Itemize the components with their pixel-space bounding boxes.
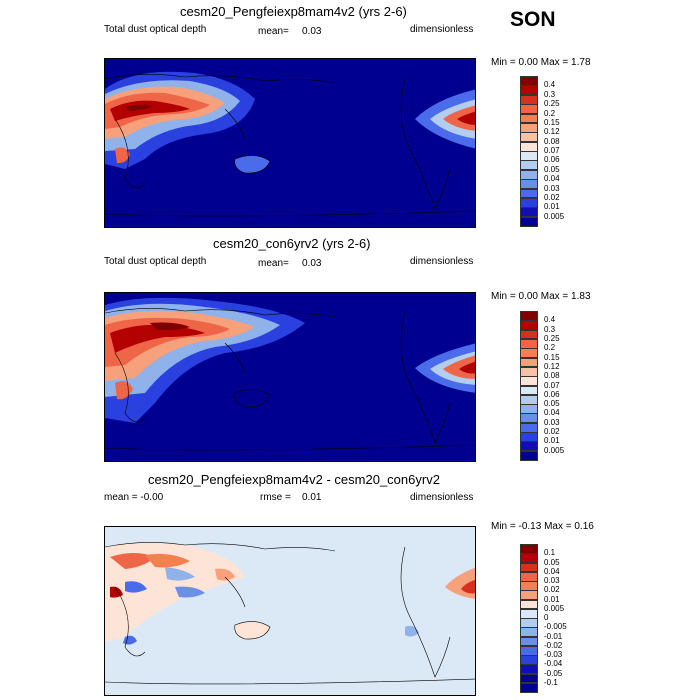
colorbar-label: 0.04	[544, 566, 560, 576]
colorbar-label: 0.4	[544, 315, 556, 325]
panel3-rmse-value: 0.01	[302, 492, 322, 503]
colorbar-label: -0.1	[544, 677, 558, 687]
panel1-colorbar: 0.4 0.3 0.25 0.2 0.15 0.12 0.08 0.07 0.06 0.05 0.0…	[520, 76, 564, 227]
panel1-map	[104, 58, 476, 228]
panel2-title: cesm20_con6yrv2 (yrs 2-6)	[213, 236, 371, 251]
colorbar-label: 0.01	[544, 436, 560, 446]
colorbar-label: 0.06	[544, 155, 560, 165]
colorbar-label: 0.03	[544, 576, 560, 585]
colorbar-label: 0.005	[544, 445, 565, 455]
panel2-mean-label: mean=	[258, 258, 289, 269]
colorbar-label: 0.2	[544, 108, 556, 118]
colorbar-label: 0.15	[544, 352, 560, 362]
panel1-mean-value: 0.03	[302, 26, 322, 37]
colorbar-label: 0.03	[544, 417, 560, 427]
colorbar-swatch	[520, 450, 538, 461]
colorbar-label: 0.06	[544, 389, 560, 399]
colorbar-label: 0.02	[544, 427, 560, 437]
colorbar-label: 0.005	[544, 211, 565, 221]
panel3-rmse-label: rmse =	[260, 492, 291, 503]
colorbar-label: 0.04	[544, 408, 560, 418]
colorbar-label: 0.12	[544, 361, 560, 371]
panel3-colorbar: 0.1 0.05 0.04 0.03 0.02 0.01 0.005 0 -0.005 -0.01…	[520, 544, 567, 693]
colorbar-label: 0.15	[544, 117, 560, 127]
panel3-units: dimensionless	[410, 492, 474, 503]
colorbar-label: 0.1	[544, 548, 556, 558]
colorbar-swatch	[520, 216, 538, 227]
colorbar-label: 0.3	[544, 89, 556, 99]
panel1-mean-label: mean=	[258, 26, 289, 37]
colorbar-label: 0.005	[544, 603, 565, 613]
panel3-mean-label: mean = -0.00	[104, 492, 164, 503]
colorbar-label: -0.03	[544, 650, 563, 659]
panel2-colorbar: 0.4 0.3 0.25 0.2 0.15 0.12 0.08 0.07 0.06 0.05 0.0…	[520, 311, 564, 461]
colorbar-label: 0	[544, 613, 549, 622]
panel2-units: dimensionless	[410, 256, 474, 267]
panel1-title: cesm20_Pengfeiexp8mam4v2 (yrs 2-6)	[180, 4, 407, 19]
colorbar-label: -0.02	[544, 640, 563, 650]
colorbar-label: 0.03	[544, 183, 560, 193]
colorbar-label: 0.4	[544, 80, 556, 90]
colorbar-label: 0.02	[544, 192, 560, 202]
colorbar-label: 0.07	[544, 380, 560, 390]
colorbar-label: 0.05	[544, 399, 560, 409]
season-label: SON	[510, 8, 556, 31]
colorbar-label: 0.01	[544, 202, 560, 212]
colorbar-label: 0.12	[544, 127, 560, 137]
colorbar-label: -0.04	[544, 659, 563, 669]
colorbar-label: -0.05	[544, 668, 563, 678]
panel1-minmax: Min = 0.00 Max = 1.78	[491, 57, 591, 68]
colorbar-label: 0.05	[544, 557, 560, 567]
panel1-units: dimensionless	[410, 24, 474, 35]
panel2-variable-label: Total dust optical depth	[104, 256, 207, 267]
colorbar-label: 0.02	[544, 585, 560, 595]
panel3-minmax: Min = -0.13 Max = 0.16	[491, 521, 594, 532]
colorbar-label: 0.08	[544, 136, 560, 146]
panel1-variable-label: Total dust optical depth	[104, 24, 207, 35]
colorbar-label: 0.05	[544, 164, 560, 174]
panel3-map	[104, 526, 476, 696]
panel2-mean-value: 0.03	[302, 258, 322, 269]
colorbar-label: 0.2	[544, 343, 556, 353]
colorbar-label: 0.25	[544, 333, 560, 343]
panel3-title: cesm20_Pengfeiexp8mam4v2 - cesm20_con6yr…	[148, 472, 440, 487]
colorbar-label: 0.01	[544, 594, 560, 604]
colorbar-label: 0.3	[544, 324, 556, 334]
panel2-minmax: Min = 0.00 Max = 1.83	[491, 291, 591, 302]
colorbar-label: 0.04	[544, 174, 560, 184]
colorbar-label: -0.005	[544, 622, 567, 632]
colorbar-label: 0.07	[544, 146, 560, 155]
panel2-map	[104, 292, 476, 462]
colorbar-label: 0.25	[544, 99, 560, 109]
colorbar-label: 0.08	[544, 371, 560, 381]
colorbar-label: -0.01	[544, 631, 563, 641]
colorbar-swatch	[520, 682, 538, 693]
